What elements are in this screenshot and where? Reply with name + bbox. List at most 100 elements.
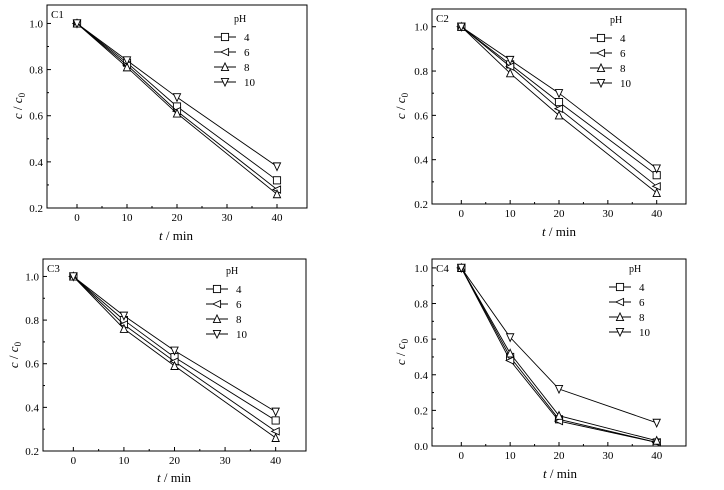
legend: pH 4 6 8 10 bbox=[590, 15, 632, 90]
y-tick-label: 0.8 bbox=[29, 65, 43, 77]
legend-marker-ph-10 bbox=[212, 329, 222, 340]
data-point bbox=[271, 407, 280, 417]
y-tick-label: 0.8 bbox=[414, 299, 428, 311]
legend-label-ph-6: 6 bbox=[620, 48, 626, 60]
x-axis-label-var: t bbox=[159, 228, 163, 243]
data-point bbox=[72, 19, 82, 29]
data-point bbox=[651, 181, 661, 191]
x-tick-label: 40 bbox=[270, 455, 282, 467]
y-axis-label-sep: / bbox=[6, 352, 21, 362]
series-ph-4 bbox=[457, 22, 661, 180]
data-point bbox=[652, 435, 661, 445]
data-point bbox=[652, 418, 661, 429]
y-tick-label: 0.2 bbox=[29, 203, 43, 215]
x-tick-label: 30 bbox=[222, 212, 234, 224]
panel-label: C4 bbox=[436, 263, 449, 275]
x-tick-label: 10 bbox=[122, 212, 134, 224]
y-tick-label: 0.4 bbox=[25, 402, 39, 414]
series-line bbox=[460, 267, 657, 442]
y-axis-label-sep: / bbox=[393, 349, 408, 359]
legend-marker-ph-4 bbox=[212, 284, 222, 294]
data-point bbox=[505, 333, 515, 343]
legend-label-ph-8: 8 bbox=[639, 312, 645, 324]
x-axis-label: t / min bbox=[157, 470, 191, 485]
series-line bbox=[460, 267, 657, 443]
legend-label-ph-10: 10 bbox=[236, 329, 248, 341]
y-tick-label: 0.6 bbox=[29, 111, 43, 123]
data-point bbox=[272, 162, 282, 172]
legend-label-ph-10: 10 bbox=[639, 327, 651, 339]
panel-label: C3 bbox=[47, 263, 60, 275]
x-tick-label: 0 bbox=[459, 450, 465, 462]
series-ph-10 bbox=[457, 22, 661, 174]
legend-title: pH bbox=[234, 14, 246, 25]
data-point bbox=[271, 432, 280, 442]
y-tick-label: 0.2 bbox=[414, 199, 428, 211]
data-point bbox=[554, 110, 564, 120]
data-point bbox=[271, 416, 280, 425]
legend-label-ph-8: 8 bbox=[236, 314, 242, 326]
legend-title: pH bbox=[226, 266, 238, 277]
legend-marker-ph-6 bbox=[219, 47, 230, 57]
data-point bbox=[652, 164, 661, 174]
data-point bbox=[553, 104, 564, 114]
y-axis-label: c / c0 bbox=[393, 338, 410, 365]
y-tick-label: 1.0 bbox=[25, 271, 39, 283]
x-tick-label: 0 bbox=[71, 455, 77, 467]
data-point bbox=[554, 98, 564, 107]
series-ph-10 bbox=[69, 272, 280, 417]
legend-label-ph-10: 10 bbox=[620, 78, 632, 90]
y-axis-label-var: c bbox=[393, 359, 408, 365]
data-point bbox=[170, 346, 179, 356]
data-point bbox=[504, 62, 515, 71]
data-point bbox=[172, 108, 182, 118]
x-tick-label: 30 bbox=[602, 450, 614, 462]
legend: pH 4 6 8 10 bbox=[609, 264, 651, 339]
y-axis-label-var2: c bbox=[6, 346, 21, 352]
legend-marker-ph-10 bbox=[596, 78, 606, 89]
legend-marker-ph-10 bbox=[615, 327, 625, 338]
x-tick-label: 30 bbox=[220, 455, 232, 467]
data-point bbox=[69, 272, 78, 282]
x-tick-label: 40 bbox=[272, 212, 284, 224]
data-point bbox=[119, 323, 129, 333]
y-axis-label-var: c bbox=[6, 362, 21, 368]
x-axis-label-var: t bbox=[542, 224, 546, 239]
legend-title: pH bbox=[629, 264, 641, 275]
y-axis-label: c / c0 bbox=[6, 341, 23, 368]
series-line bbox=[76, 23, 278, 181]
series-line bbox=[73, 276, 276, 413]
y-axis-label-sub: 0 bbox=[400, 338, 410, 343]
y-tick-label: 0.4 bbox=[414, 370, 428, 382]
legend-label-ph-6: 6 bbox=[236, 299, 242, 311]
legend-label-ph-10: 10 bbox=[244, 77, 256, 89]
y-axis-label-sep: / bbox=[393, 103, 408, 113]
x-tick-label: 10 bbox=[505, 450, 517, 462]
y-axis-label-var: c bbox=[393, 113, 408, 119]
series-ph-8 bbox=[457, 262, 661, 445]
legend-marker-ph-4 bbox=[596, 33, 606, 43]
series-line bbox=[76, 23, 278, 190]
series-line bbox=[72, 276, 276, 439]
panel-label: C1 bbox=[51, 9, 64, 21]
data-point bbox=[122, 62, 132, 72]
legend-marker-ph-8 bbox=[615, 311, 625, 322]
data-point bbox=[554, 410, 564, 420]
data-point bbox=[272, 188, 282, 199]
legend-label-ph-8: 8 bbox=[244, 62, 250, 74]
legend-marker-ph-4 bbox=[615, 282, 625, 292]
x-tick-label: 10 bbox=[505, 208, 517, 220]
y-axis-label-sub: 0 bbox=[17, 92, 27, 97]
legend-label-ph-4: 4 bbox=[620, 33, 626, 45]
y-tick-label: 0.8 bbox=[414, 66, 428, 78]
y-tick-label: 0.8 bbox=[25, 315, 39, 327]
y-tick-label: 0.2 bbox=[414, 405, 428, 417]
y-tick-label: 0.6 bbox=[25, 359, 39, 371]
x-tick-label: 40 bbox=[651, 450, 663, 462]
legend-label-ph-4: 4 bbox=[244, 32, 250, 44]
data-point bbox=[270, 427, 280, 436]
legend-marker-ph-8 bbox=[220, 61, 230, 72]
series-line bbox=[461, 26, 657, 169]
legend: pH 4 6 8 10 bbox=[214, 14, 256, 89]
